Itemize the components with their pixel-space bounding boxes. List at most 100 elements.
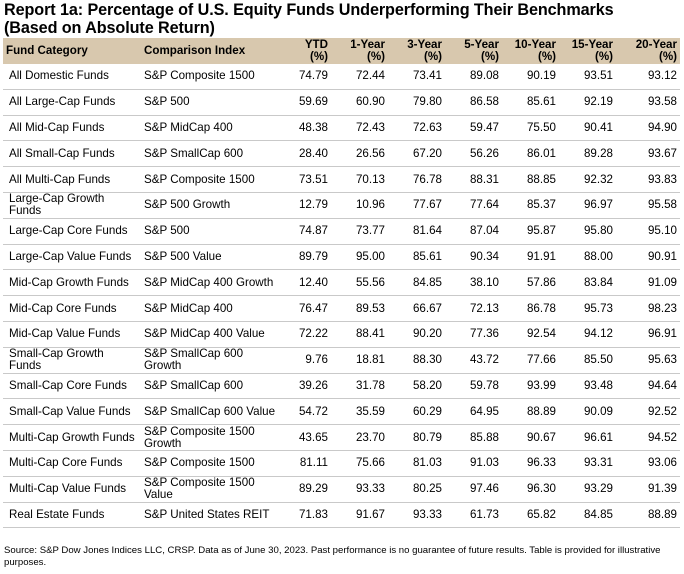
5-year-value-cell: 43.72: [445, 347, 502, 374]
comparison-index-cell: S&P Composite 1500 Value: [141, 476, 282, 503]
3-year-value-cell: 93.33: [388, 502, 445, 529]
ytd-value-cell: 71.83: [282, 502, 331, 529]
15-year-value-cell: 92.32: [559, 166, 616, 193]
20-year-value-cell: 93.12: [616, 64, 680, 90]
15-year-value-cell: 90.41: [559, 115, 616, 142]
table-row: All Domestic Funds S&P Composite 1500 74.7…: [3, 64, 680, 90]
header-fund-category: Fund Category: [3, 38, 141, 64]
3-year-value-cell: 80.79: [388, 424, 445, 451]
comparison-index-cell: S&P 500 Growth: [141, 192, 282, 219]
3-year-value-cell: 77.67: [388, 192, 445, 219]
ytd-value-cell: 72.22: [282, 321, 331, 348]
table-row: Large-Cap Growth Funds S&P 500 Growth 12.7…: [3, 192, 680, 219]
header-row: Fund Category Comparison Index YTD (%) 1-…: [3, 38, 680, 64]
1-year-value-cell: 75.66: [331, 450, 388, 477]
fund-category-cell: All Mid-Cap Funds: [3, 115, 141, 142]
table-row: Real Estate Funds S&P United States REIT 7…: [3, 502, 680, 529]
ytd-value-cell: 89.29: [282, 476, 331, 503]
3-year-value-cell: 81.03: [388, 450, 445, 477]
comparison-index-cell: S&P MidCap 400 Growth: [141, 269, 282, 297]
15-year-value-cell: 93.51: [559, 64, 616, 90]
3-year-value-cell: 66.67: [388, 295, 445, 322]
1-year-value-cell: 35.59: [331, 398, 388, 426]
comparison-index-cell: S&P SmallCap 600: [141, 140, 282, 168]
10-year-value-cell: 57.86: [502, 269, 559, 297]
1-year-value-cell: 72.44: [331, 64, 388, 90]
fund-category-cell: Large-Cap Core Funds: [3, 218, 141, 245]
20-year-value-cell: 94.64: [616, 373, 680, 400]
table-row: Small-Cap Growth Funds S&P SmallCap 600 G…: [3, 347, 680, 374]
10-year-value-cell: 92.54: [502, 321, 559, 348]
5-year-value-cell: 56.26: [445, 140, 502, 168]
comparison-index-cell: S&P Composite 1500: [141, 166, 282, 193]
comparison-index-cell: S&P SmallCap 600: [141, 373, 282, 400]
1-year-value-cell: 10.96: [331, 192, 388, 219]
20-year-value-cell: 95.58: [616, 192, 680, 219]
ytd-value-cell: 48.38: [282, 115, 331, 142]
fund-category-cell: All Small-Cap Funds: [3, 140, 141, 168]
table-row: Mid-Cap Core Funds S&P MidCap 400 76.47 89.…: [3, 295, 680, 322]
1-year-value-cell: 70.13: [331, 166, 388, 193]
fund-category-cell: Multi-Cap Core Funds: [3, 450, 141, 477]
ytd-value-cell: 74.87: [282, 218, 331, 245]
fund-category-cell: Mid-Cap Growth Funds: [3, 269, 141, 297]
ytd-value-cell: 43.65: [282, 424, 331, 451]
15-year-value-cell: 89.28: [559, 140, 616, 168]
3-year-value-cell: 58.20: [388, 373, 445, 400]
10-year-value-cell: 86.78: [502, 295, 559, 322]
20-year-value-cell: 91.09: [616, 269, 680, 297]
15-year-value-cell: 96.97: [559, 192, 616, 219]
table-row: Small-Cap Value Funds S&P SmallCap 600 Va…: [3, 398, 680, 426]
10-year-value-cell: 85.37: [502, 192, 559, 219]
15-year-value-cell: 93.48: [559, 373, 616, 400]
ytd-value-cell: 81.11: [282, 450, 331, 477]
15-year-value-cell: 90.09: [559, 398, 616, 426]
3-year-value-cell: 84.85: [388, 269, 445, 297]
fund-category-cell: Multi-Cap Growth Funds: [3, 424, 141, 451]
20-year-value-cell: 88.89: [616, 502, 680, 529]
10-year-value-cell: 90.19: [502, 64, 559, 90]
10-year-value-cell: 75.50: [502, 115, 559, 142]
10-year-value-cell: 65.82: [502, 502, 559, 529]
5-year-value-cell: 64.95: [445, 398, 502, 426]
10-year-value-cell: 86.01: [502, 140, 559, 168]
3-year-value-cell: 79.80: [388, 89, 445, 116]
20-year-value-cell: 96.91: [616, 321, 680, 348]
20-year-value-cell: 93.83: [616, 166, 680, 193]
15-year-value-cell: 88.00: [559, 244, 616, 271]
fund-category-cell: Mid-Cap Core Funds: [3, 295, 141, 322]
comparison-index-cell: S&P 500: [141, 89, 282, 116]
10-year-value-cell: 88.85: [502, 166, 559, 193]
ytd-value-cell: 76.47: [282, 295, 331, 322]
1-year-value-cell: 93.33: [331, 476, 388, 503]
header-comparison-index: Comparison Index: [141, 38, 282, 64]
10-year-value-cell: 85.61: [502, 89, 559, 116]
comparison-index-cell: S&P SmallCap 600 Growth: [141, 347, 282, 374]
ytd-value-cell: 59.69: [282, 89, 331, 116]
comparison-index-cell: S&P 500: [141, 218, 282, 245]
table-row: Large-Cap Value Funds S&P 500 Value 89.79 9…: [3, 244, 680, 271]
5-year-value-cell: 77.36: [445, 321, 502, 348]
20-year-value-cell: 95.10: [616, 218, 680, 245]
10-year-value-cell: 90.67: [502, 424, 559, 451]
comparison-index-cell: S&P SmallCap 600 Value: [141, 398, 282, 426]
10-year-value-cell: 96.33: [502, 450, 559, 477]
15-year-value-cell: 93.31: [559, 450, 616, 477]
10-year-value-cell: 88.89: [502, 398, 559, 426]
comparison-index-cell: S&P 500 Value: [141, 244, 282, 271]
1-year-value-cell: 23.70: [331, 424, 388, 451]
3-year-value-cell: 80.25: [388, 476, 445, 503]
report-title: Report 1a: Percentage of U.S. Equity Fun…: [4, 1, 680, 37]
3-year-value-cell: 60.29: [388, 398, 445, 426]
funds-underperformance-table: Fund Category Comparison Index YTD (%) 1-…: [3, 38, 680, 529]
20-year-value-cell: 93.58: [616, 89, 680, 116]
5-year-value-cell: 61.73: [445, 502, 502, 529]
ytd-value-cell: 39.26: [282, 373, 331, 400]
report-title-line-1: Report 1a: Percentage of U.S. Equity Fun…: [4, 1, 614, 19]
ytd-value-cell: 9.76: [282, 347, 331, 374]
15-year-value-cell: 85.50: [559, 347, 616, 374]
5-year-value-cell: 90.34: [445, 244, 502, 271]
table-row: All Multi-Cap Funds S&P Composite 1500 73.…: [3, 166, 680, 193]
15-year-value-cell: 84.85: [559, 502, 616, 529]
header-3-year: 3-Year (%): [388, 38, 445, 64]
